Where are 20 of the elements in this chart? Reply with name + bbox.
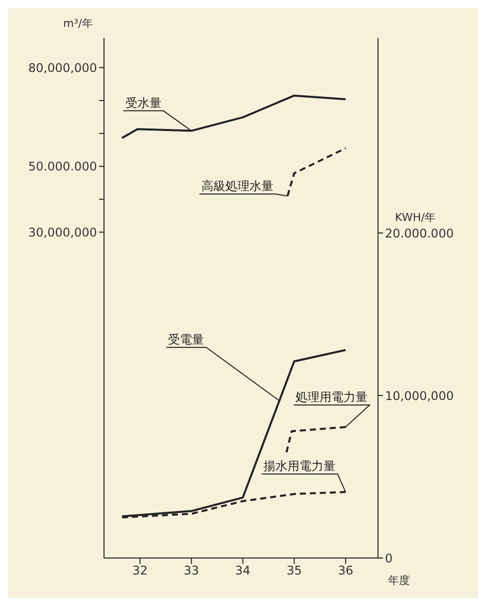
text: 受電量 [168,332,204,346]
x-tick-label: 35 [286,564,302,578]
series-label: 揚水用電力量 [264,459,336,474]
x-tick-label: 33 [184,564,200,578]
y-tick-label: 80,000,000 [28,60,97,75]
y-axis-title: m³/年 [63,16,93,30]
series-label: 受水量 [125,96,162,110]
y2-tick-label: 20.000.000 [385,226,454,240]
y-tick-label: 50.000.000 [28,160,97,174]
y2-axis-title: KWH/年 [395,210,436,224]
series-label: 高級処理水量 [202,178,274,193]
line-series [120,94,347,140]
y-tick-label: 30,000,000 [28,225,97,240]
text: 処理用電力量 [296,390,368,404]
y2-tick-label: 0 [385,551,393,566]
x-tick-label: 32 [132,564,148,578]
x-axis-title: 年度 [388,574,410,587]
y2-tick-label: 10,000,000 [385,388,454,403]
x-tick-label: 36 [338,564,354,578]
x-tick-label: 34 [235,564,250,578]
